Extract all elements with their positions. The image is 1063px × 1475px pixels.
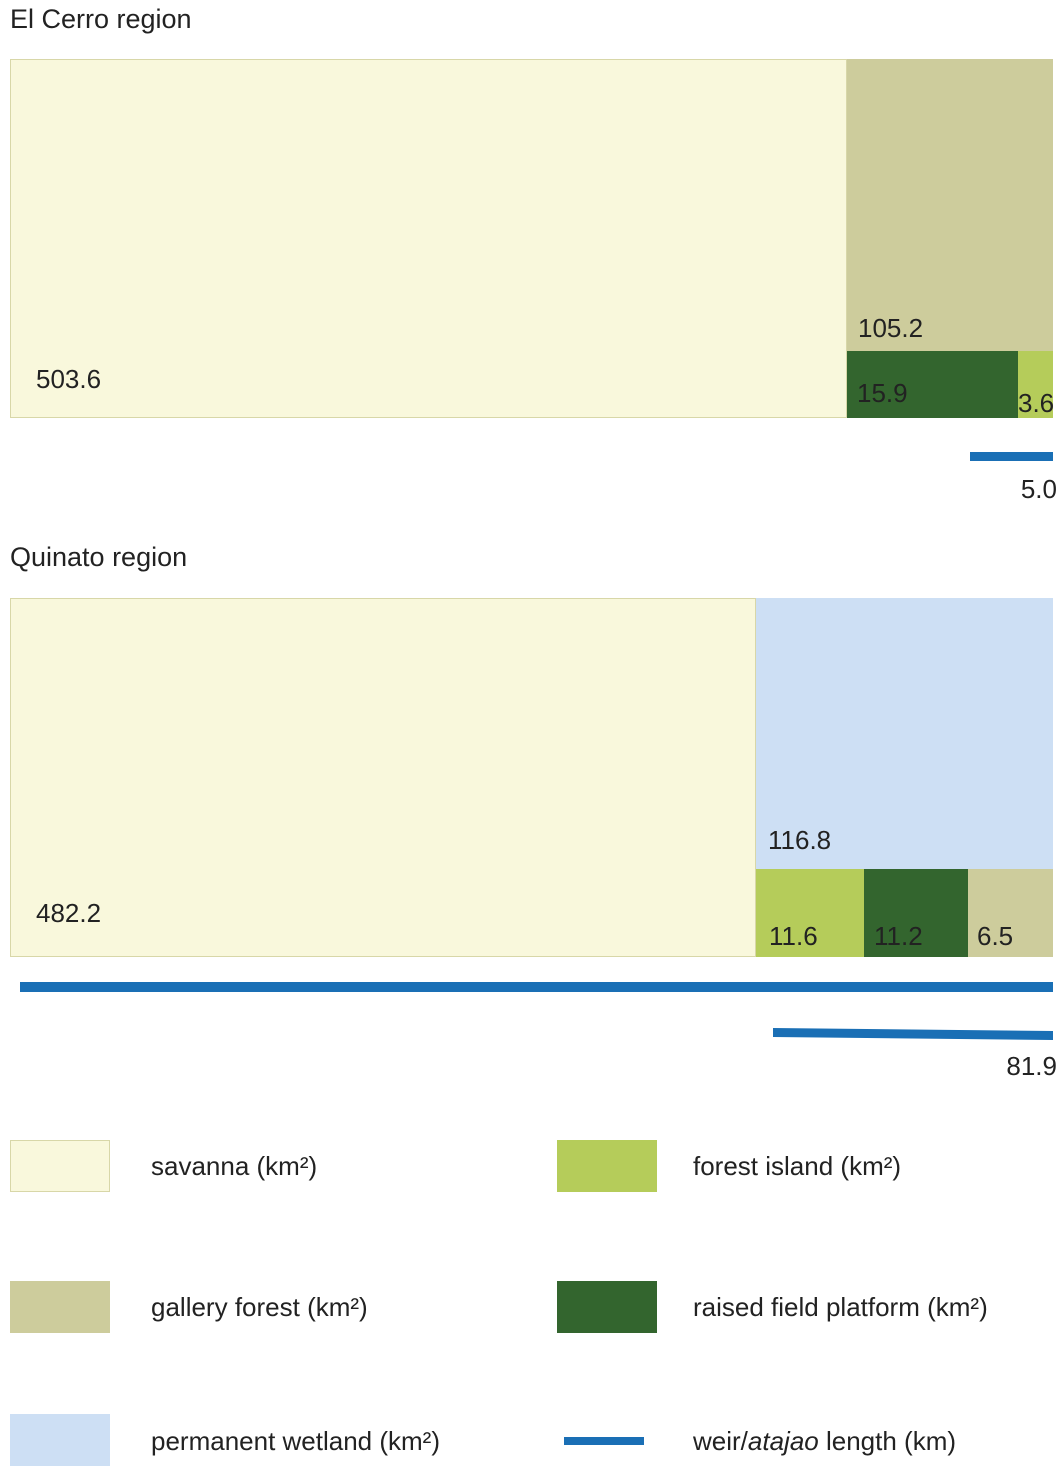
cell-forest-island: [756, 869, 864, 957]
weir-label-el-cerro: 5.0: [1020, 474, 1057, 504]
legend-swatch-raised-field-platform: [557, 1281, 657, 1333]
legend-label-forest-island: forest island (km²): [693, 1151, 902, 1181]
cell-permanent-wetland: [756, 598, 1053, 869]
legend-label-weir-italic: atajao: [747, 1426, 819, 1456]
chart-title-quinato: Quinato region: [10, 542, 188, 572]
cell-gallery-forest: [968, 869, 1053, 957]
legend-label-gallery-forest: gallery forest (km²): [151, 1292, 368, 1322]
cell-raised-field-platform: [847, 351, 1018, 418]
chart-title-el-cerro: El Cerro region: [10, 4, 192, 34]
cell-gallery-forest: [847, 59, 1053, 351]
cell-forest-island: [1018, 351, 1053, 418]
cell-label-raised-field-platform: 15.9: [857, 378, 908, 408]
weir-bar-el-cerro: [970, 452, 1053, 461]
legend-label-permanent-wetland: permanent wetland (km²): [151, 1426, 440, 1456]
legend-swatch-forest-island: [557, 1140, 657, 1192]
cell-label-forest-island: 11.6: [769, 921, 818, 951]
cell-raised-field-platform: [864, 869, 968, 957]
cell-label-gallery-forest: 6.5: [977, 921, 1014, 951]
cell-label-forest-island: 3.6: [1018, 388, 1055, 418]
cell-label-savanna: 482.2: [36, 898, 102, 928]
cell-label-permanent-wetland: 116.8: [768, 825, 832, 855]
legend-swatch-savanna: [10, 1140, 110, 1192]
legend-label-weir: weir/atajao length (km): [693, 1426, 956, 1457]
legend-swatch-gallery-forest: [10, 1281, 110, 1333]
weir-bar-quinato-full: [20, 982, 1053, 992]
legend-line-weir: [564, 1437, 644, 1445]
cell-savanna: [10, 59, 847, 418]
legend-label-raised-field-platform: raised field platform (km²): [693, 1292, 988, 1322]
legend-label-weir-prefix: weir/: [693, 1426, 748, 1456]
cell-label-savanna: 503.6: [36, 364, 102, 394]
cell-label-gallery-forest: 105.2: [858, 313, 924, 343]
legend-swatch-permanent-wetland: [10, 1414, 110, 1466]
cell-label-raised-field-platform: 11.2: [874, 921, 923, 951]
cell-savanna: [10, 598, 756, 957]
weir-label-quinato: 81.9: [1006, 1051, 1057, 1081]
weir-bar-quinato-remainder: [773, 1028, 1053, 1040]
legend-label-savanna: savanna (km²): [151, 1151, 318, 1181]
legend-label-weir-suffix: length (km): [818, 1426, 957, 1456]
